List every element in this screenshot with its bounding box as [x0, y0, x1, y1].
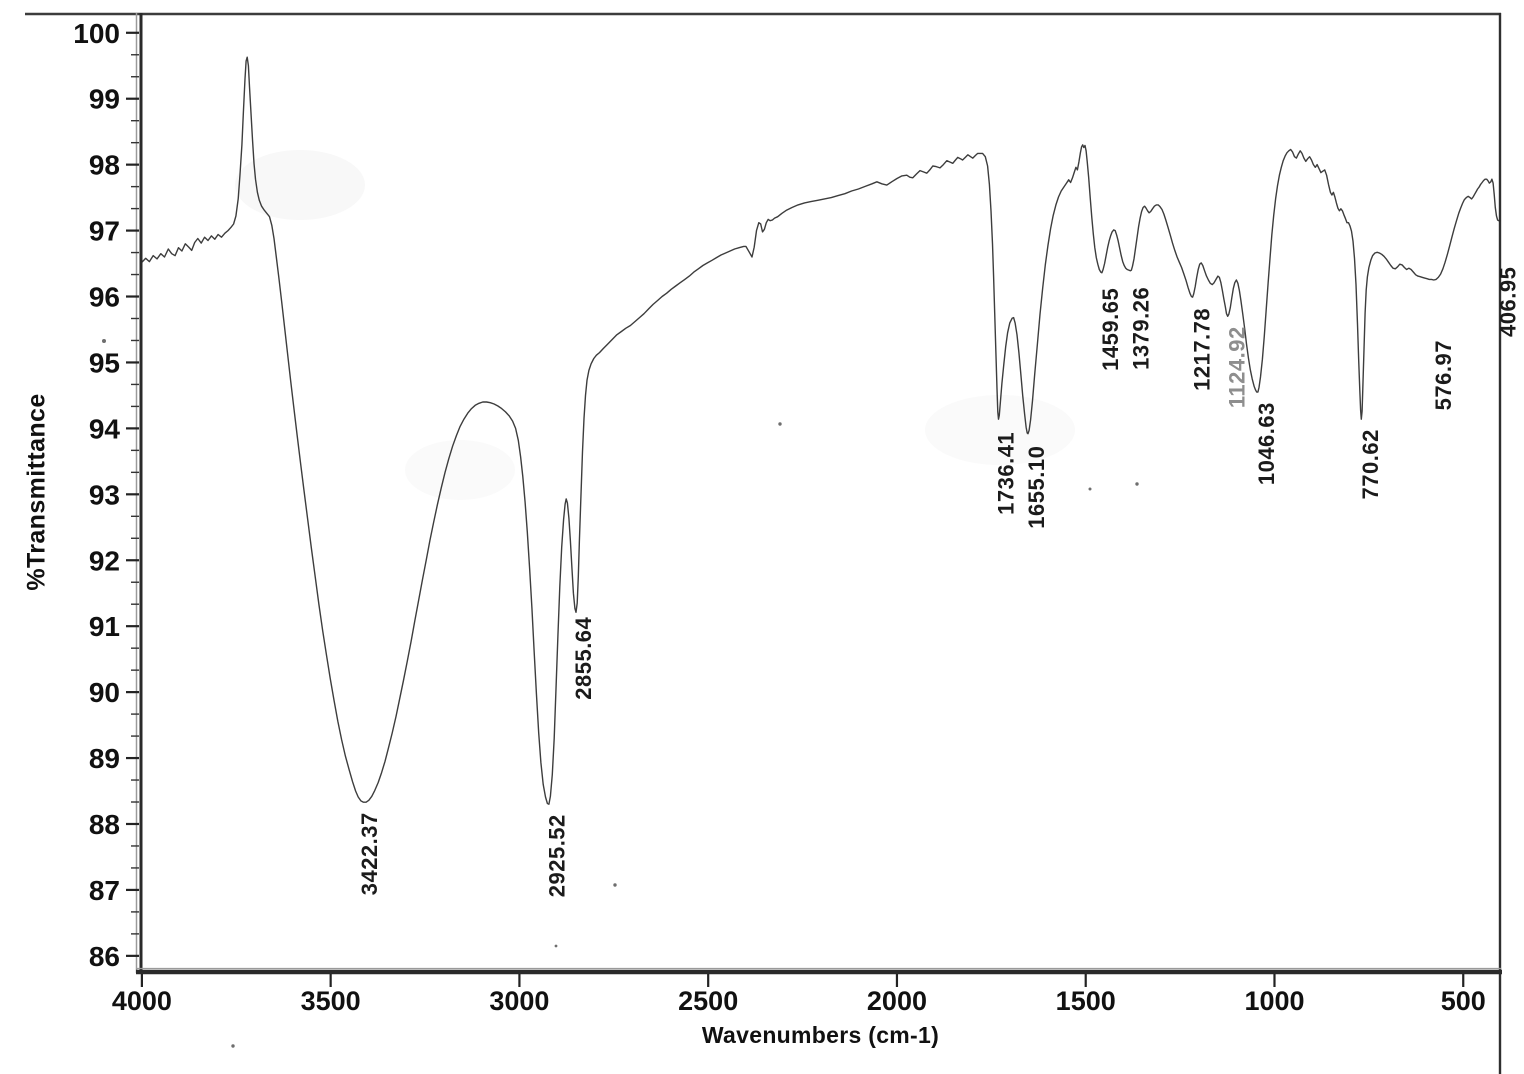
scan-speck [102, 339, 106, 343]
scan-smudge [925, 395, 1075, 465]
peak-label: 1046.63 [1254, 402, 1279, 485]
y-tick-label: 93 [89, 479, 120, 510]
scan-smudge [235, 150, 365, 220]
peak-label: 1655.10 [1024, 446, 1049, 529]
scan-speck [613, 883, 617, 887]
x-tick-label: 1000 [1244, 986, 1304, 1016]
x-axis-title: Wavenumbers (cm-1) [701, 1022, 940, 1048]
y-tick-label: 86 [89, 941, 120, 972]
peak-label: 1736.41 [993, 432, 1018, 515]
y-tick-label: 87 [89, 875, 120, 906]
x-tick-label: 2500 [678, 986, 738, 1016]
scan-speck [1135, 482, 1139, 486]
y-tick-label: 88 [89, 809, 120, 840]
y-tick-label: 91 [89, 611, 120, 642]
y-tick-label: 89 [89, 743, 120, 774]
peak-label: 406.95 [1495, 267, 1520, 337]
x-tick-label: 2000 [867, 986, 927, 1016]
y-tick-label: 99 [89, 84, 120, 115]
y-tick-label: 96 [89, 282, 120, 313]
peak-label: 1217.78 [1189, 308, 1214, 391]
scan-speck [231, 1044, 235, 1048]
peak-label: 576.97 [1431, 340, 1456, 410]
x-tick-label: 1500 [1056, 986, 1116, 1016]
y-tick-label: 94 [89, 413, 121, 444]
x-tick-label: 3000 [489, 986, 549, 1016]
y-tick-label: 98 [89, 150, 120, 181]
x-tick-label: 500 [1441, 986, 1486, 1016]
spectrum-trace [141, 56, 1501, 805]
y-tick-label: 97 [89, 216, 120, 247]
scan-smudge [405, 440, 515, 500]
peak-label: 1459.65 [1098, 288, 1123, 371]
peak-label: 2855.64 [571, 616, 596, 699]
y-tick-label: 90 [89, 677, 120, 708]
peak-label: 1124.92 [1224, 326, 1249, 408]
peak-label: 1379.26 [1128, 287, 1153, 370]
peak-label: 3422.37 [357, 812, 382, 895]
peak-label: 770.62 [1358, 429, 1383, 499]
y-tick-label: 92 [89, 545, 120, 576]
y-axis-title: %Transmittance [22, 393, 51, 591]
y-tick-label: 95 [89, 347, 120, 378]
y-tick-label: 100 [73, 18, 120, 49]
x-tick-label: 4000 [112, 986, 172, 1016]
scan-speck [554, 944, 558, 948]
scan-speck [1088, 487, 1092, 491]
x-tick-label: 3500 [301, 986, 361, 1016]
scan-speck [778, 422, 782, 426]
peak-label: 2925.52 [545, 814, 570, 897]
